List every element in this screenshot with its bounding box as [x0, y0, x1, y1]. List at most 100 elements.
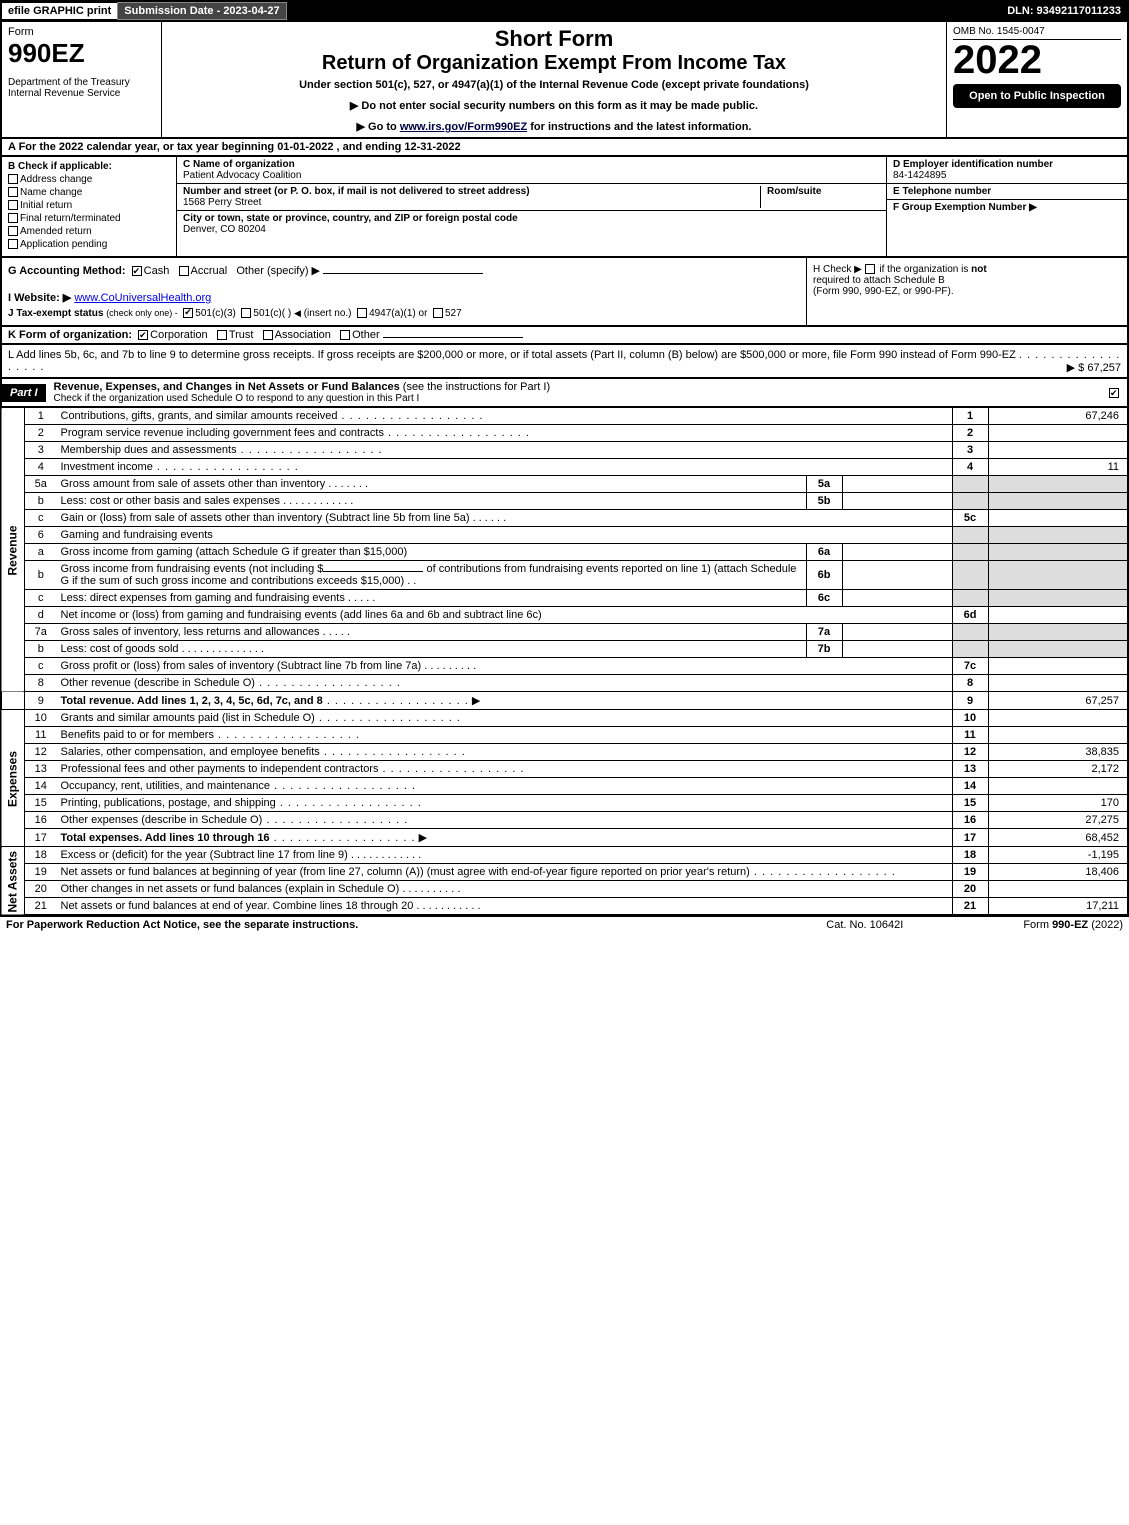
row-c-city: City or town, state or province, country… — [177, 211, 886, 237]
check-trust[interactable] — [217, 330, 227, 340]
check-application-pending[interactable]: Application pending — [8, 239, 170, 250]
b-label: B Check if applicable: — [8, 161, 170, 172]
midval-6c — [842, 590, 952, 607]
l-text: L Add lines 5b, 6c, and 7b to line 9 to … — [8, 349, 1016, 361]
h-text3: required to attach Schedule B — [813, 275, 945, 286]
col-c: C Name of organization Patient Advocacy … — [177, 157, 887, 256]
header-right: OMB No. 1545-0047 2022 Open to Public In… — [947, 22, 1127, 137]
row-a-calendar-year: A For the 2022 calendar year, or tax yea… — [0, 139, 1129, 157]
header-row: Form 990EZ Department of the Treasury In… — [0, 22, 1129, 139]
website-link[interactable]: www.CoUniversalHealth.org — [74, 292, 211, 304]
row-5c: c Gain or (loss) from sale of assets oth… — [1, 510, 1128, 527]
j-label: J Tax-exempt status — [8, 308, 103, 319]
row-d-ein: D Employer identification number 84-1424… — [887, 157, 1127, 184]
part1-table: Revenue 1 Contributions, gifts, grants, … — [0, 408, 1129, 916]
tax-year: 2022 — [953, 40, 1121, 80]
top-bar: efile GRAPHIC print Submission Date - 20… — [0, 0, 1129, 22]
val-1: 67,246 — [988, 408, 1128, 425]
row-f-group: F Group Exemption Number ▶ — [887, 200, 1127, 215]
sidelabel-revenue: Revenue — [1, 408, 25, 692]
org-address: 1568 Perry Street — [183, 197, 760, 208]
row-19: 19 Net assets or fund balances at beginn… — [1, 864, 1128, 881]
row-c-address: Number and street (or P. O. box, if mail… — [177, 184, 886, 211]
part1-title: Revenue, Expenses, and Changes in Net As… — [46, 379, 1109, 406]
note-go-to: ▶ Go to www.irs.gov/Form990EZ for instru… — [168, 120, 940, 133]
check-schedule-b[interactable] — [865, 264, 875, 274]
check-association[interactable] — [263, 330, 273, 340]
check-address-change[interactable]: Address change — [8, 174, 170, 185]
open-to-public: Open to Public Inspection — [953, 84, 1121, 108]
note2-suffix: for instructions and the latest informat… — [527, 121, 751, 133]
row-7c: c Gross profit or (loss) from sales of i… — [1, 658, 1128, 675]
g-label: G Accounting Method: — [8, 265, 126, 277]
row-gh: G Accounting Method: Cash Accrual Other … — [0, 258, 1129, 327]
check-schedule-o-part1[interactable] — [1109, 388, 1119, 398]
i-label: I Website: ▶ — [8, 292, 71, 304]
check-501c[interactable] — [241, 308, 251, 318]
other-org-line — [383, 337, 523, 338]
row-l: L Add lines 5b, 6c, and 7b to line 9 to … — [0, 345, 1129, 379]
efile-label[interactable]: efile GRAPHIC print — [2, 3, 117, 19]
submission-date: Submission Date - 2023-04-27 — [117, 2, 286, 20]
row-c-name: C Name of organization Patient Advocacy … — [177, 157, 886, 184]
header-left: Form 990EZ Department of the Treasury In… — [2, 22, 162, 137]
midval-7a — [842, 624, 952, 641]
check-cash[interactable] — [132, 266, 142, 276]
midval-6b — [842, 561, 952, 590]
footer: For Paperwork Reduction Act Notice, see … — [0, 916, 1129, 933]
l-amount: ▶ $ 67,257 — [1067, 361, 1121, 374]
check-name-change[interactable]: Name change — [8, 187, 170, 198]
check-527[interactable] — [433, 308, 443, 318]
footer-right: Form 990-EZ (2022) — [1023, 919, 1123, 931]
check-amended-return[interactable]: Amended return — [8, 226, 170, 237]
sidelabel-netassets: Net Assets — [1, 847, 25, 916]
check-other-org[interactable] — [340, 330, 350, 340]
part1-header: Part I Revenue, Expenses, and Changes in… — [0, 379, 1129, 408]
note2-prefix: ▶ Go to — [357, 121, 400, 133]
row-16: 16 Other expenses (describe in Schedule … — [1, 812, 1128, 829]
row-4: 4 Investment income 4 11 — [1, 459, 1128, 476]
part1-tag: Part I — [2, 384, 46, 402]
row-7b: b Less: cost of goods sold . . . . . . .… — [1, 641, 1128, 658]
org-name: Patient Advocacy Coalition — [183, 170, 880, 181]
check-corporation[interactable] — [138, 330, 148, 340]
row-6b: b Gross income from fundraising events (… — [1, 561, 1128, 590]
f-label: F Group Exemption Number ▶ — [893, 202, 1121, 213]
row-10: Expenses 10 Grants and similar amounts p… — [1, 710, 1128, 727]
row-13: 13 Professional fees and other payments … — [1, 761, 1128, 778]
row-11: 11 Benefits paid to or for members 11 — [1, 727, 1128, 744]
midval-7b — [842, 641, 952, 658]
k-label: K Form of organization: — [8, 329, 132, 341]
irs-link[interactable]: www.irs.gov/Form990EZ — [400, 121, 527, 133]
col-b: B Check if applicable: Address change Na… — [2, 157, 177, 256]
return-title: Return of Organization Exempt From Incom… — [168, 52, 940, 75]
under-section: Under section 501(c), 527, or 4947(a)(1)… — [168, 79, 940, 91]
part1-checkbox-wrapper — [1109, 387, 1127, 399]
check-final-return[interactable]: Final return/terminated — [8, 213, 170, 224]
form-number: 990EZ — [8, 38, 155, 69]
other-specify-line — [323, 273, 483, 274]
short-form-title: Short Form — [168, 26, 940, 52]
ln-1: 1 — [25, 408, 57, 425]
row-12: 12 Salaries, other compensation, and emp… — [1, 744, 1128, 761]
dln-label: DLN: 93492117011233 — [1001, 3, 1127, 19]
check-initial-return[interactable]: Initial return — [8, 200, 170, 211]
midval-5a — [842, 476, 952, 493]
h-text1: H Check ▶ — [813, 264, 862, 275]
row-18: Net Assets 18 Excess or (deficit) for th… — [1, 847, 1128, 864]
row-21: 21 Net assets or fund balances at end of… — [1, 898, 1128, 916]
row-6c: c Less: direct expenses from gaming and … — [1, 590, 1128, 607]
check-4947[interactable] — [357, 308, 367, 318]
left-arrow-icon — [294, 308, 301, 319]
check-accrual[interactable] — [179, 266, 189, 276]
h-not: not — [971, 264, 987, 275]
row-17: 17 Total expenses. Add lines 10 through … — [1, 829, 1128, 847]
check-501c3[interactable] — [183, 308, 193, 318]
row-e-telephone: E Telephone number — [887, 184, 1127, 200]
room-label: Room/suite — [767, 186, 880, 197]
desc-1: Contributions, gifts, grants, and simila… — [57, 408, 953, 425]
col-def: D Employer identification number 84-1424… — [887, 157, 1127, 256]
row-14: 14 Occupancy, rent, utilities, and maint… — [1, 778, 1128, 795]
row-3: 3 Membership dues and assessments 3 — [1, 442, 1128, 459]
footer-mid: Cat. No. 10642I — [826, 919, 903, 931]
